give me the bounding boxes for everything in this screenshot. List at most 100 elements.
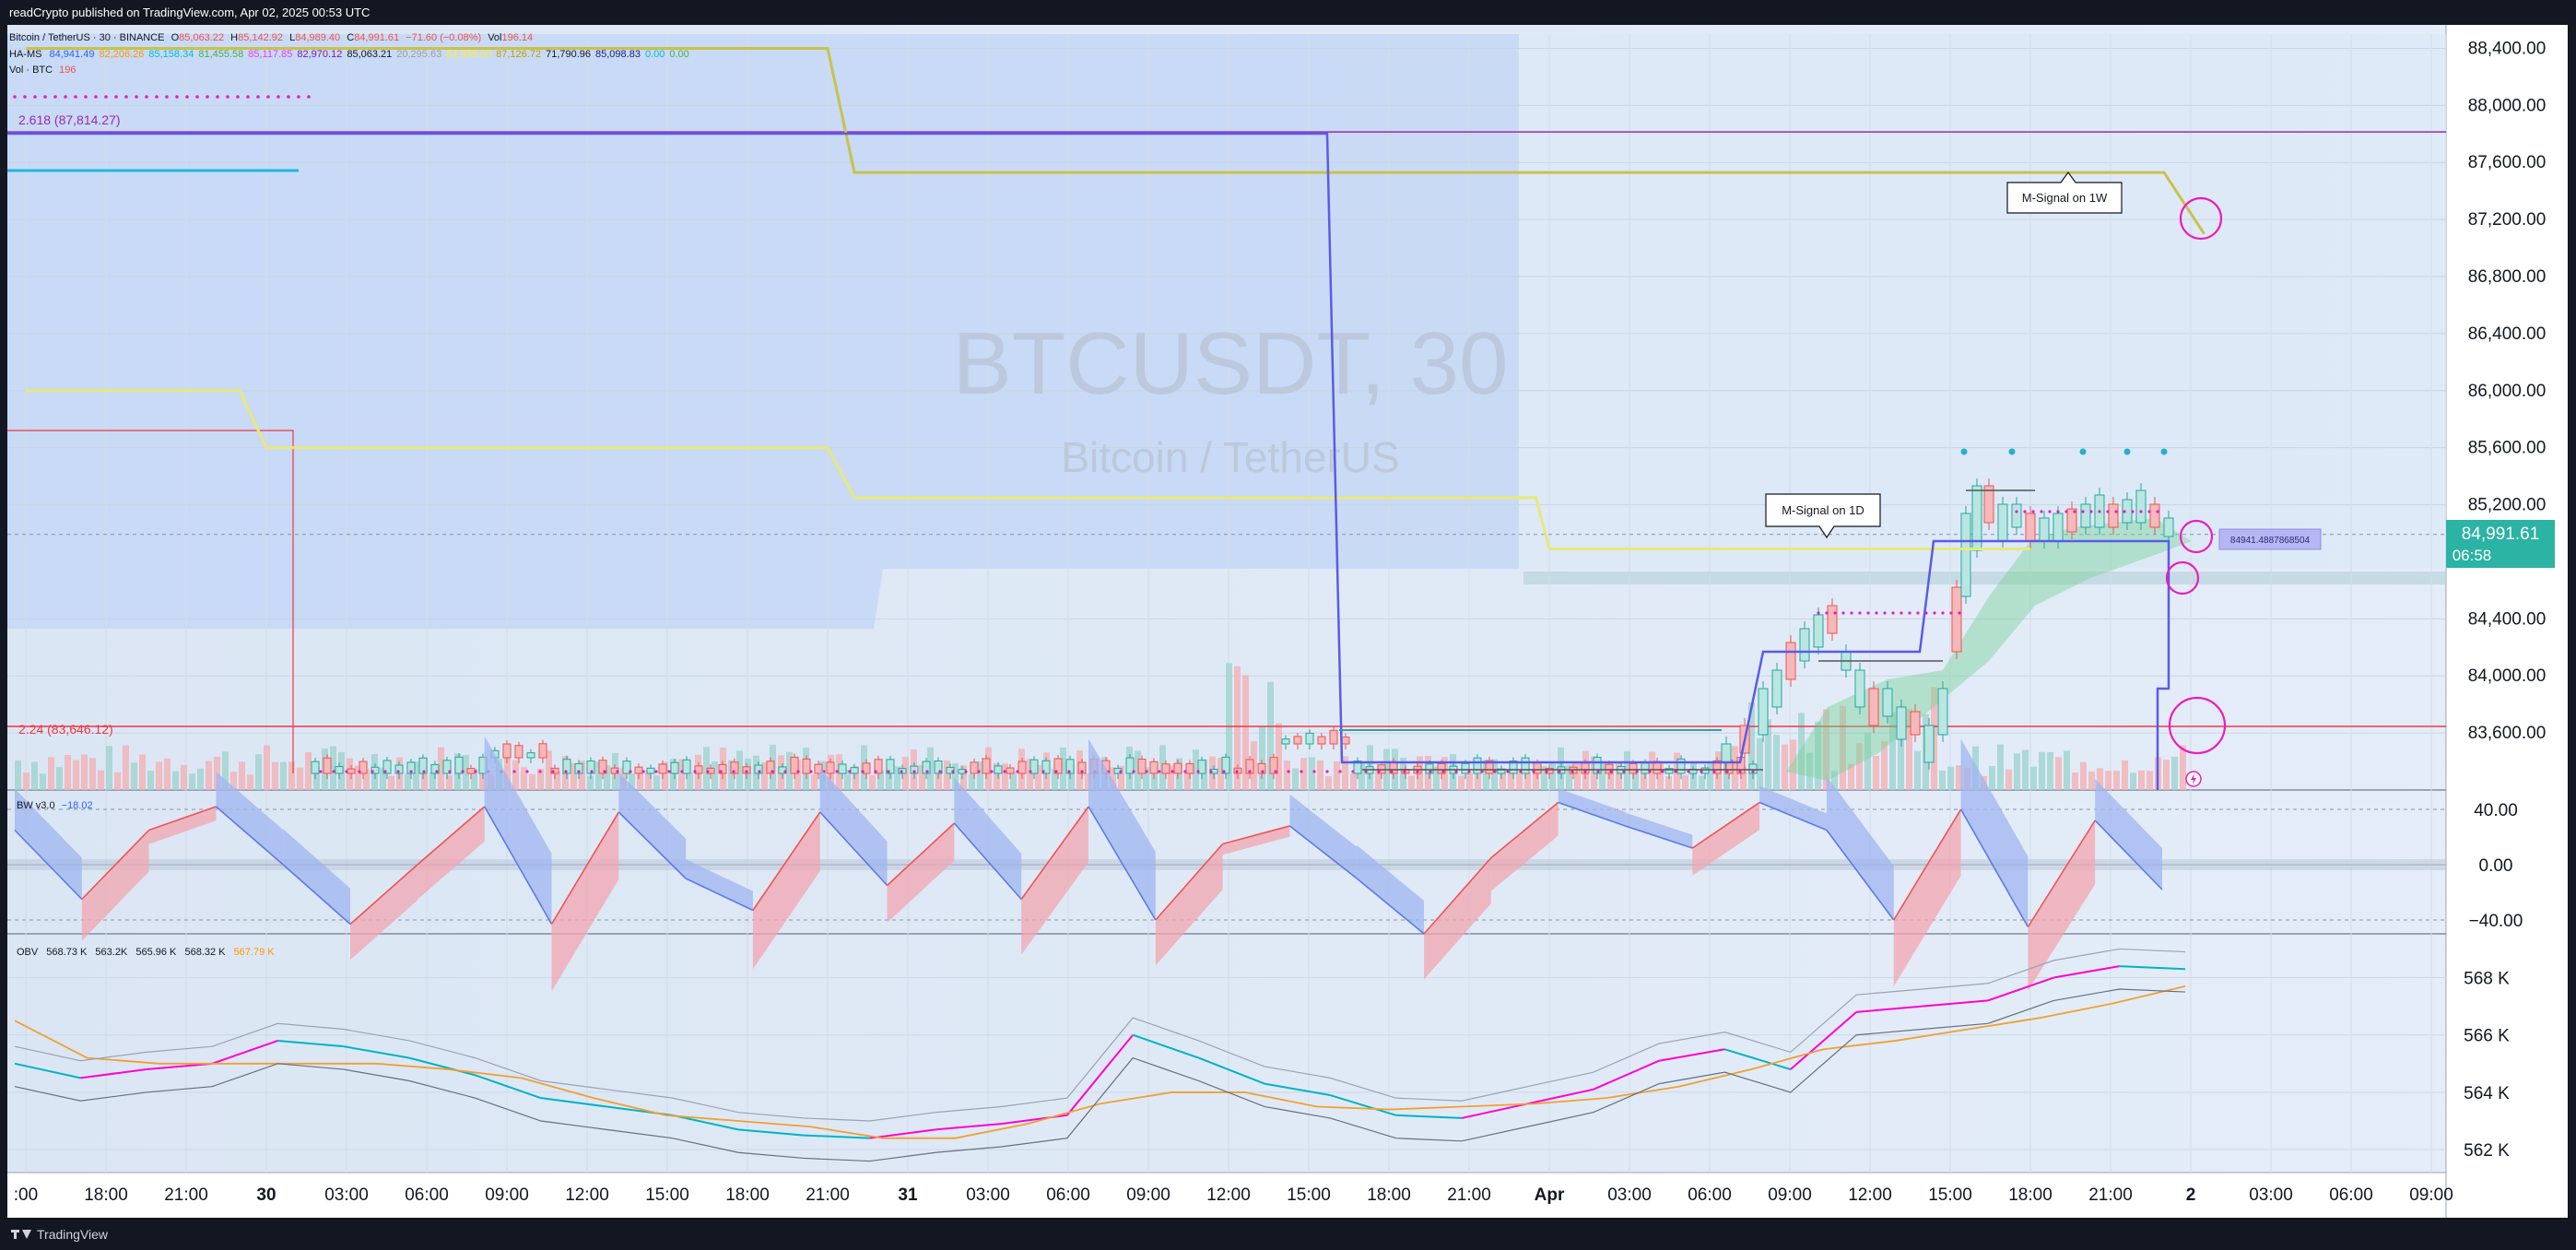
pink-dot bbox=[155, 95, 159, 99]
bw-fill-segment bbox=[551, 812, 619, 992]
legend-open: 85,063.22 bbox=[179, 32, 224, 43]
obv-line-segment bbox=[540, 1097, 607, 1108]
obv-line-segment bbox=[1264, 1082, 1331, 1097]
publisher-bar: readCrypto published on TradingView.com,… bbox=[0, 0, 2576, 25]
volume-bar bbox=[1010, 772, 1017, 790]
pink-dot bbox=[848, 770, 852, 773]
volume-bar bbox=[206, 761, 212, 790]
volume-bar bbox=[247, 774, 253, 790]
obv-line-segment bbox=[672, 1114, 739, 1131]
volume-bar bbox=[745, 758, 751, 790]
volume-bar bbox=[65, 754, 71, 790]
candle-body bbox=[1854, 669, 1865, 708]
obv-line-segment bbox=[1198, 1056, 1265, 1085]
volume-bar bbox=[1458, 775, 1464, 790]
volume-bar bbox=[1483, 760, 1489, 790]
publisher-line: readCrypto published on TradingView.com,… bbox=[9, 6, 371, 19]
volume-bar bbox=[1375, 771, 1382, 790]
candle-body bbox=[1257, 762, 1266, 774]
bw-fill-segment bbox=[819, 768, 888, 886]
legend-hams-value: 71,790.96 bbox=[546, 49, 591, 60]
candle-body bbox=[1173, 762, 1182, 774]
volume-bar bbox=[114, 772, 121, 790]
bw-fill-segment bbox=[350, 865, 418, 961]
pink-dot bbox=[256, 95, 260, 99]
candle-body bbox=[802, 758, 811, 774]
candle-body bbox=[1197, 760, 1206, 774]
volume-bar bbox=[1773, 735, 1780, 790]
bw-fill-segment bbox=[2028, 820, 2096, 991]
volume-bar bbox=[944, 761, 950, 790]
bw-fill-segment bbox=[1960, 738, 2029, 927]
chart-svg[interactable]: BTCUSDT, 30 Bitcoin / TetherUS 88,400.00… bbox=[7, 25, 2568, 1218]
bw-axis-tick: 0.00 bbox=[2479, 856, 2513, 876]
candle-body bbox=[1269, 757, 1278, 774]
time-axis-tick: 12:00 bbox=[1206, 1185, 1251, 1205]
volume-bar bbox=[1740, 766, 1747, 790]
candle-body bbox=[1461, 762, 1470, 774]
volume-bar bbox=[587, 775, 594, 790]
pink-dot bbox=[246, 95, 250, 99]
obv-axis-tick: 564 K bbox=[2464, 1084, 2510, 1103]
pink-dot bbox=[551, 770, 555, 773]
volume-bar bbox=[853, 765, 859, 790]
volume-bar bbox=[1873, 756, 1879, 790]
volume-bar bbox=[1242, 675, 1249, 790]
volume-bar bbox=[1815, 722, 1821, 790]
bw-line-segment bbox=[2094, 820, 2163, 890]
lightning-icon[interactable] bbox=[2185, 771, 2202, 787]
time-axis-tick: 09:00 bbox=[485, 1185, 529, 1205]
obv-axis-tick: 568 K bbox=[2464, 970, 2510, 989]
legend-hams-value: 85,117.85 bbox=[248, 49, 292, 60]
volume-bar bbox=[1574, 761, 1581, 790]
obv-axis-tick: 566 K bbox=[2464, 1027, 2510, 1046]
volume-bar bbox=[1267, 681, 1274, 790]
candle-body bbox=[790, 756, 799, 774]
volume-bar bbox=[1939, 770, 1946, 790]
bw-line-segment bbox=[1759, 801, 1828, 831]
obv-line-segment bbox=[1658, 1048, 1725, 1062]
pink-dot bbox=[990, 770, 994, 773]
bw-fill-segment bbox=[283, 829, 351, 925]
candle-body bbox=[778, 766, 787, 774]
pink-dot bbox=[297, 95, 300, 99]
candle-body bbox=[1641, 762, 1650, 774]
candle-body bbox=[874, 759, 883, 774]
chart-container[interactable]: BTCUSDT, 30 Bitcoin / TetherUS 88,400.00… bbox=[7, 25, 2568, 1218]
candle-body bbox=[1329, 729, 1338, 745]
volume-bar bbox=[877, 770, 884, 790]
obv-line-segment bbox=[1527, 1088, 1594, 1105]
time-axis-tick: 30 bbox=[256, 1185, 276, 1205]
pink-dot bbox=[1958, 611, 1961, 615]
msignal-1w-line bbox=[26, 46, 2205, 235]
pink-dot bbox=[796, 770, 800, 773]
volume-bar bbox=[1707, 761, 1713, 790]
obv-axis-tick: 562 K bbox=[2464, 1141, 2510, 1161]
volume-bar bbox=[1864, 732, 1871, 790]
pink-dot bbox=[1403, 770, 1406, 773]
pink-dot bbox=[1900, 611, 1903, 615]
volume-bar bbox=[579, 761, 585, 790]
pink-dot bbox=[396, 770, 400, 773]
volume-bar bbox=[1782, 744, 1788, 790]
pink-dot bbox=[1833, 611, 1837, 615]
price-axis-tick: 88,000.00 bbox=[2468, 96, 2547, 115]
legend-symbol: Bitcoin / TetherUS · 30 · BINANCE bbox=[9, 32, 165, 43]
pink-dot bbox=[1274, 770, 1277, 773]
bw-line-segment bbox=[1490, 801, 1559, 859]
pink-dot bbox=[2081, 510, 2085, 513]
fib-224-label: 2.24 (83,646.12) bbox=[18, 722, 113, 737]
tradingview-brand[interactable]: TradingView bbox=[11, 1227, 108, 1242]
candle-body bbox=[922, 761, 931, 774]
pink-dot bbox=[195, 95, 199, 99]
candle-body bbox=[1509, 760, 1518, 774]
pink-dot bbox=[2031, 510, 2035, 513]
legend-obv-label: OBV bbox=[17, 947, 39, 958]
msignal-1w-callout[interactable]: M-Signal on 1W bbox=[2006, 171, 2123, 214]
msignal-1d-callout[interactable]: M-Signal on 1D bbox=[1765, 493, 1881, 539]
volume-bar bbox=[935, 773, 942, 790]
obv-line-segment bbox=[146, 1062, 213, 1071]
candle-body bbox=[718, 763, 727, 774]
bw-line-segment bbox=[953, 822, 1022, 901]
price-axis-tick: 87,600.00 bbox=[2468, 153, 2547, 172]
